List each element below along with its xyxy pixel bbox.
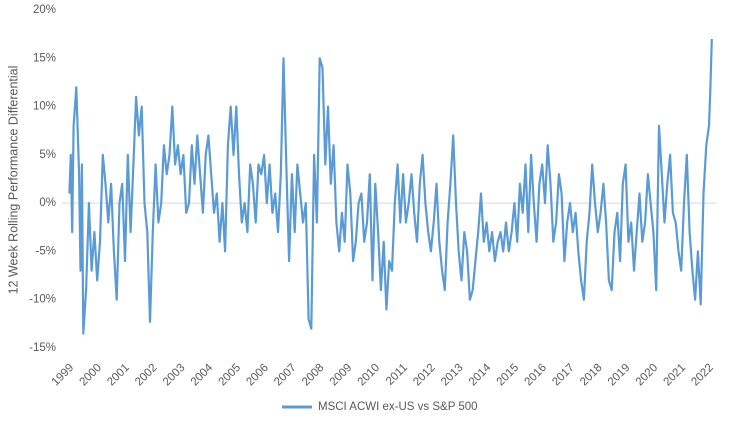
y-tick-label: 10%: [33, 101, 56, 113]
x-tick-label: 2014: [467, 361, 494, 388]
x-tick-label: 2016: [522, 362, 549, 389]
x-tick-label: 2022: [689, 362, 716, 389]
x-tick-label: 2011: [384, 362, 410, 388]
y-tick-label: 5%: [39, 149, 56, 161]
y-tick-label: 15%: [33, 52, 56, 64]
x-tick-label: 2012: [411, 362, 438, 389]
x-tick-label: 2013: [439, 362, 466, 389]
x-tick-label: 2005: [217, 362, 244, 389]
x-tick-label: 2003: [161, 362, 188, 389]
x-tick-label: 2015: [495, 362, 522, 389]
x-tick-label: 2017: [550, 362, 577, 389]
x-tick-label: 2006: [244, 362, 271, 389]
y-tick-label: 0%: [39, 197, 56, 209]
x-tick-label: 2007: [272, 362, 299, 389]
x-tick-label: 2019: [606, 362, 633, 389]
x-tick-label: 2004: [189, 361, 216, 388]
y-tick-label: -15%: [29, 342, 56, 354]
x-tick-label: 2008: [300, 362, 327, 389]
legend-label: MSCI ACWI ex-US vs S&P 500: [318, 401, 478, 413]
x-tick-label: 1999: [50, 362, 77, 389]
x-tick-label: 2018: [578, 362, 605, 389]
y-axis-label: 12 Week Rolling Performance Differential: [6, 66, 20, 295]
data-line: [68, 38, 713, 335]
y-tick-label: -5%: [36, 245, 56, 257]
x-tick-label: 2002: [133, 362, 160, 389]
x-tick-label: 2021: [662, 362, 689, 389]
x-tick-label: 2000: [77, 362, 104, 389]
x-tick-label: 2009: [328, 362, 355, 389]
y-tick-label: 20%: [33, 4, 56, 16]
x-tick-label: 2020: [634, 362, 661, 389]
y-tick-label: -10%: [29, 294, 56, 306]
x-tick-label: 2010: [356, 362, 383, 389]
x-tick-label: 2001: [105, 362, 132, 389]
